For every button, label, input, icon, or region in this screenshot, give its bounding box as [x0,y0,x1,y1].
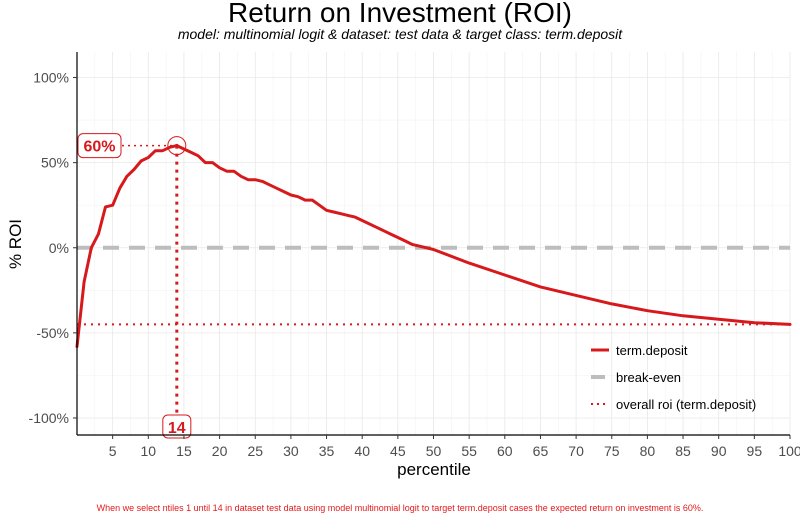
x-tick-label: 70 [568,443,584,459]
highlight-point [175,143,179,148]
legend-item-break-even-label: break-even [616,370,681,385]
legend-item-overall-roi-label: overall roi (term.deposit) [616,397,756,412]
x-tick-label: 100 [778,443,800,459]
highlight-circle [167,136,187,156]
y-tick-label: -50% [36,325,69,341]
x-tick-label: 35 [319,443,335,459]
x-tick-label: 65 [533,443,549,459]
caption: When we select ntiles 1 until 14 in data… [97,503,704,513]
chart-title: Return on Investment (ROI) [228,0,572,28]
series-line-term.deposit [75,144,792,348]
x-tick-label: 25 [247,443,263,459]
y-tick-label: 100% [33,70,69,86]
y-tick-label: 0% [49,240,69,256]
ntile-label: 14 [168,420,186,437]
x-tick-label: 45 [390,443,406,459]
y-tick-label: 50% [41,155,69,171]
x-tick-label: 60 [497,443,513,459]
y-ticks: 100% 50% 0% -50% -100% [29,70,77,426]
x-tick-label: 75 [604,443,620,459]
legend: term.deposit break-even overall roi (term.… [591,343,756,412]
x-tick-label: 5 [109,443,117,459]
x-tick-label: 40 [354,443,370,459]
ntile-label-box [162,414,192,439]
x-tick-label: 90 [711,443,727,459]
y-axis-label: % ROI [6,219,25,269]
x-tick-label: 30 [283,443,299,459]
series [75,144,792,348]
x-tick-label: 15 [176,443,192,459]
x-tick-label: 85 [675,443,691,459]
x-tick-label: 20 [212,443,228,459]
grid [77,52,791,435]
x-tick-label: 55 [461,443,477,459]
x-ticks: 5 10 15 20 25 30 35 40 45 50 55 60 65 70 75 80 85 90 95 100 [109,435,800,459]
x-tick-label: 50 [426,443,442,459]
y-tick-label: -100% [29,410,69,426]
legend-item-term-deposit-label: term.deposit [616,343,688,358]
x-axis-label: percentile [397,460,471,479]
highlight-annotations: 60% 14 [77,133,192,439]
roi-label-box [77,133,122,159]
x-tick-label: 10 [141,443,157,459]
x-tick-label: 95 [747,443,763,459]
chart-subtitle: model: multinomial logit & dataset: test… [178,26,623,42]
roi-label: 60% [83,139,115,156]
x-tick-label: 80 [640,443,656,459]
reference-lines [77,245,790,326]
